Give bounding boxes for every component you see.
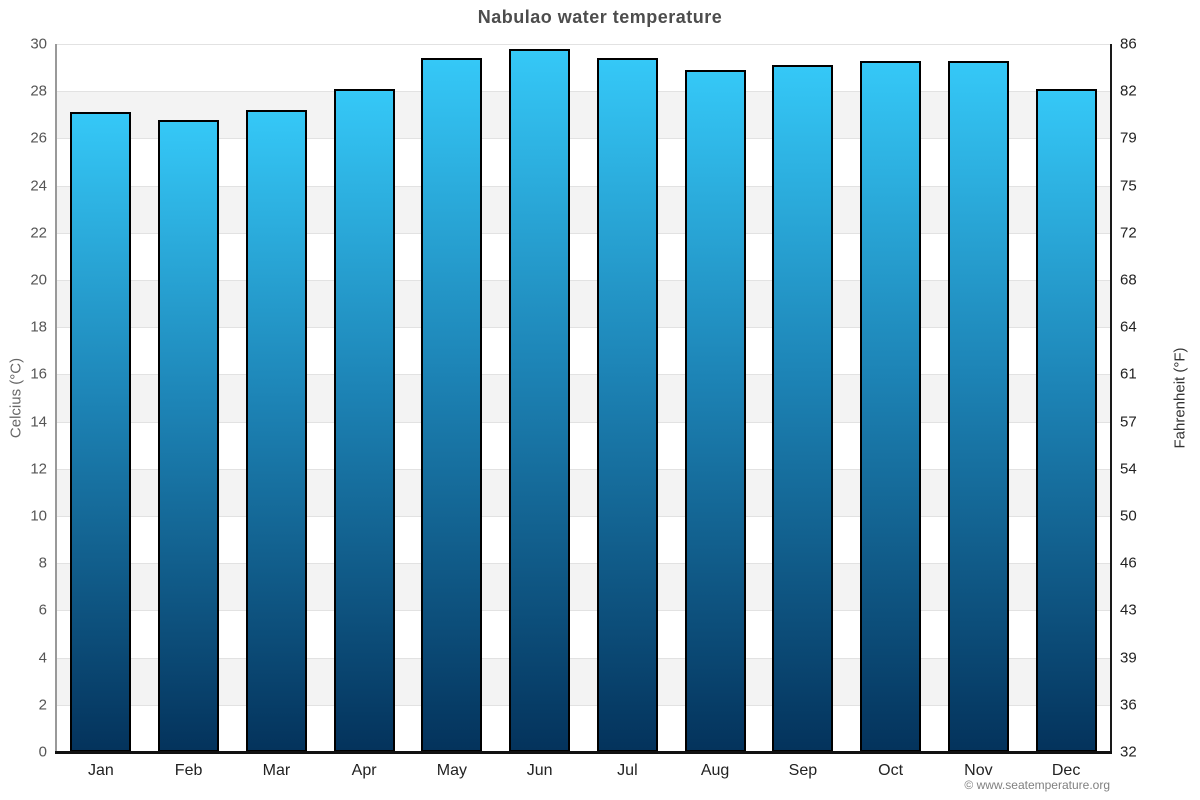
y-tick-celsius-20: 20 xyxy=(30,271,47,289)
bar-jul[interactable] xyxy=(596,58,658,752)
y-tick-celsius-14: 14 xyxy=(30,413,47,431)
copyright-watermark: © www.seatemperature.org xyxy=(964,778,1110,792)
y-tick-fahrenheit-39: 39 xyxy=(1120,649,1137,667)
bar-dec[interactable] xyxy=(1035,88,1097,752)
gridline xyxy=(57,610,1110,612)
y-tick-celsius-18: 18 xyxy=(30,318,47,336)
y-tick-fahrenheit-36: 36 xyxy=(1120,696,1137,714)
y-tick-fahrenheit-61: 61 xyxy=(1120,365,1137,383)
y-tick-fahrenheit-72: 72 xyxy=(1120,224,1137,242)
x-tick-apr: Apr xyxy=(351,762,377,779)
y-tick-celsius-28: 28 xyxy=(30,82,47,100)
gridline xyxy=(57,91,1110,93)
bar-oct[interactable] xyxy=(860,60,922,752)
right-axis-spine xyxy=(1110,44,1112,752)
x-tick-jan: Jan xyxy=(87,762,114,779)
gridline xyxy=(57,421,1110,423)
bar-jun[interactable] xyxy=(509,48,571,752)
x-axis-labels: Jan Feb Mar Apr May Jun Jul Aug Sep Oct Nov Dec xyxy=(57,762,1110,784)
y-tick-celsius-4: 4 xyxy=(38,649,47,667)
x-tick-feb: Feb xyxy=(174,762,203,779)
gridline xyxy=(57,563,1110,565)
x-tick-aug: Aug xyxy=(700,762,730,779)
gridline xyxy=(57,138,1110,140)
y-tick-celsius-26: 26 xyxy=(30,129,47,147)
x-tick-may: May xyxy=(436,762,468,779)
x-tick-nov: Nov xyxy=(964,762,993,779)
y-tick-celsius-0: 0 xyxy=(38,743,47,761)
y-tick-fahrenheit-64: 64 xyxy=(1120,318,1137,336)
y-tick-celsius-8: 8 xyxy=(38,554,47,572)
y-tick-fahrenheit-57: 57 xyxy=(1120,413,1137,431)
y-tick-fahrenheit-82: 82 xyxy=(1120,82,1137,100)
y-tick-celsius-16: 16 xyxy=(30,365,47,383)
x-tick-oct: Oct xyxy=(878,762,904,779)
y-axis-ticks-celsius: 30 28 26 24 22 20 18 16 14 12 10 8 6 4 2 0 xyxy=(0,37,47,760)
gridline xyxy=(57,468,1110,470)
gridline xyxy=(57,374,1110,376)
y-tick-celsius-30: 30 xyxy=(30,35,47,53)
y-tick-celsius-6: 6 xyxy=(38,601,47,619)
bar-apr[interactable] xyxy=(333,88,395,752)
y-tick-celsius-22: 22 xyxy=(30,224,47,242)
y-tick-fahrenheit-68: 68 xyxy=(1120,271,1137,289)
bar-jan[interactable] xyxy=(70,112,132,752)
x-tick-sep: Sep xyxy=(788,762,818,779)
plot-band xyxy=(57,657,1110,705)
y-tick-celsius-2: 2 xyxy=(38,696,47,714)
y-tick-fahrenheit-79: 79 xyxy=(1120,129,1137,147)
y-tick-fahrenheit-46: 46 xyxy=(1120,554,1137,572)
gridline xyxy=(57,232,1110,234)
bar-feb[interactable] xyxy=(158,119,220,752)
gridline xyxy=(57,44,1110,45)
y-tick-fahrenheit-86: 86 xyxy=(1120,35,1137,53)
plot-band xyxy=(57,468,1110,516)
x-tick-jul: Jul xyxy=(617,762,638,779)
plot-band xyxy=(57,91,1110,139)
y-tick-celsius-24: 24 xyxy=(30,177,47,195)
plot-band xyxy=(57,374,1110,422)
left-axis-spine xyxy=(55,44,57,752)
y-tick-celsius-12: 12 xyxy=(30,460,47,478)
x-tick-jun: Jun xyxy=(526,762,553,779)
gridline xyxy=(57,516,1110,517)
bar-may[interactable] xyxy=(421,58,483,752)
y-tick-fahrenheit-43: 43 xyxy=(1120,601,1137,619)
bar-aug[interactable] xyxy=(684,70,746,752)
gridline xyxy=(57,327,1110,329)
plot-area xyxy=(55,44,1112,752)
plot-band xyxy=(57,280,1110,328)
y-axis-ticks-fahrenheit: 86 82 79 75 72 68 64 61 57 54 50 46 43 39 36 32 xyxy=(1120,37,1180,760)
plot-band xyxy=(57,185,1110,233)
y-tick-fahrenheit-54: 54 xyxy=(1120,460,1137,478)
y-tick-celsius-10: 10 xyxy=(30,507,47,525)
gridline xyxy=(57,704,1110,706)
plot-band xyxy=(57,563,1110,611)
bar-sep[interactable] xyxy=(772,65,834,752)
bar-nov[interactable] xyxy=(947,60,1009,752)
x-tick-dec: Dec xyxy=(1051,762,1081,779)
x-tick-mar: Mar xyxy=(262,762,291,779)
y-tick-fahrenheit-50: 50 xyxy=(1120,507,1137,525)
x-axis-line xyxy=(55,751,1112,754)
bar-mar[interactable] xyxy=(245,110,307,752)
chart-title: Nabulao water temperature xyxy=(477,7,723,27)
gridline xyxy=(57,657,1110,659)
gridline xyxy=(57,280,1110,281)
gridline xyxy=(57,185,1110,187)
y-tick-fahrenheit-32: 32 xyxy=(1120,743,1137,761)
y-tick-fahrenheit-75: 75 xyxy=(1120,177,1137,195)
